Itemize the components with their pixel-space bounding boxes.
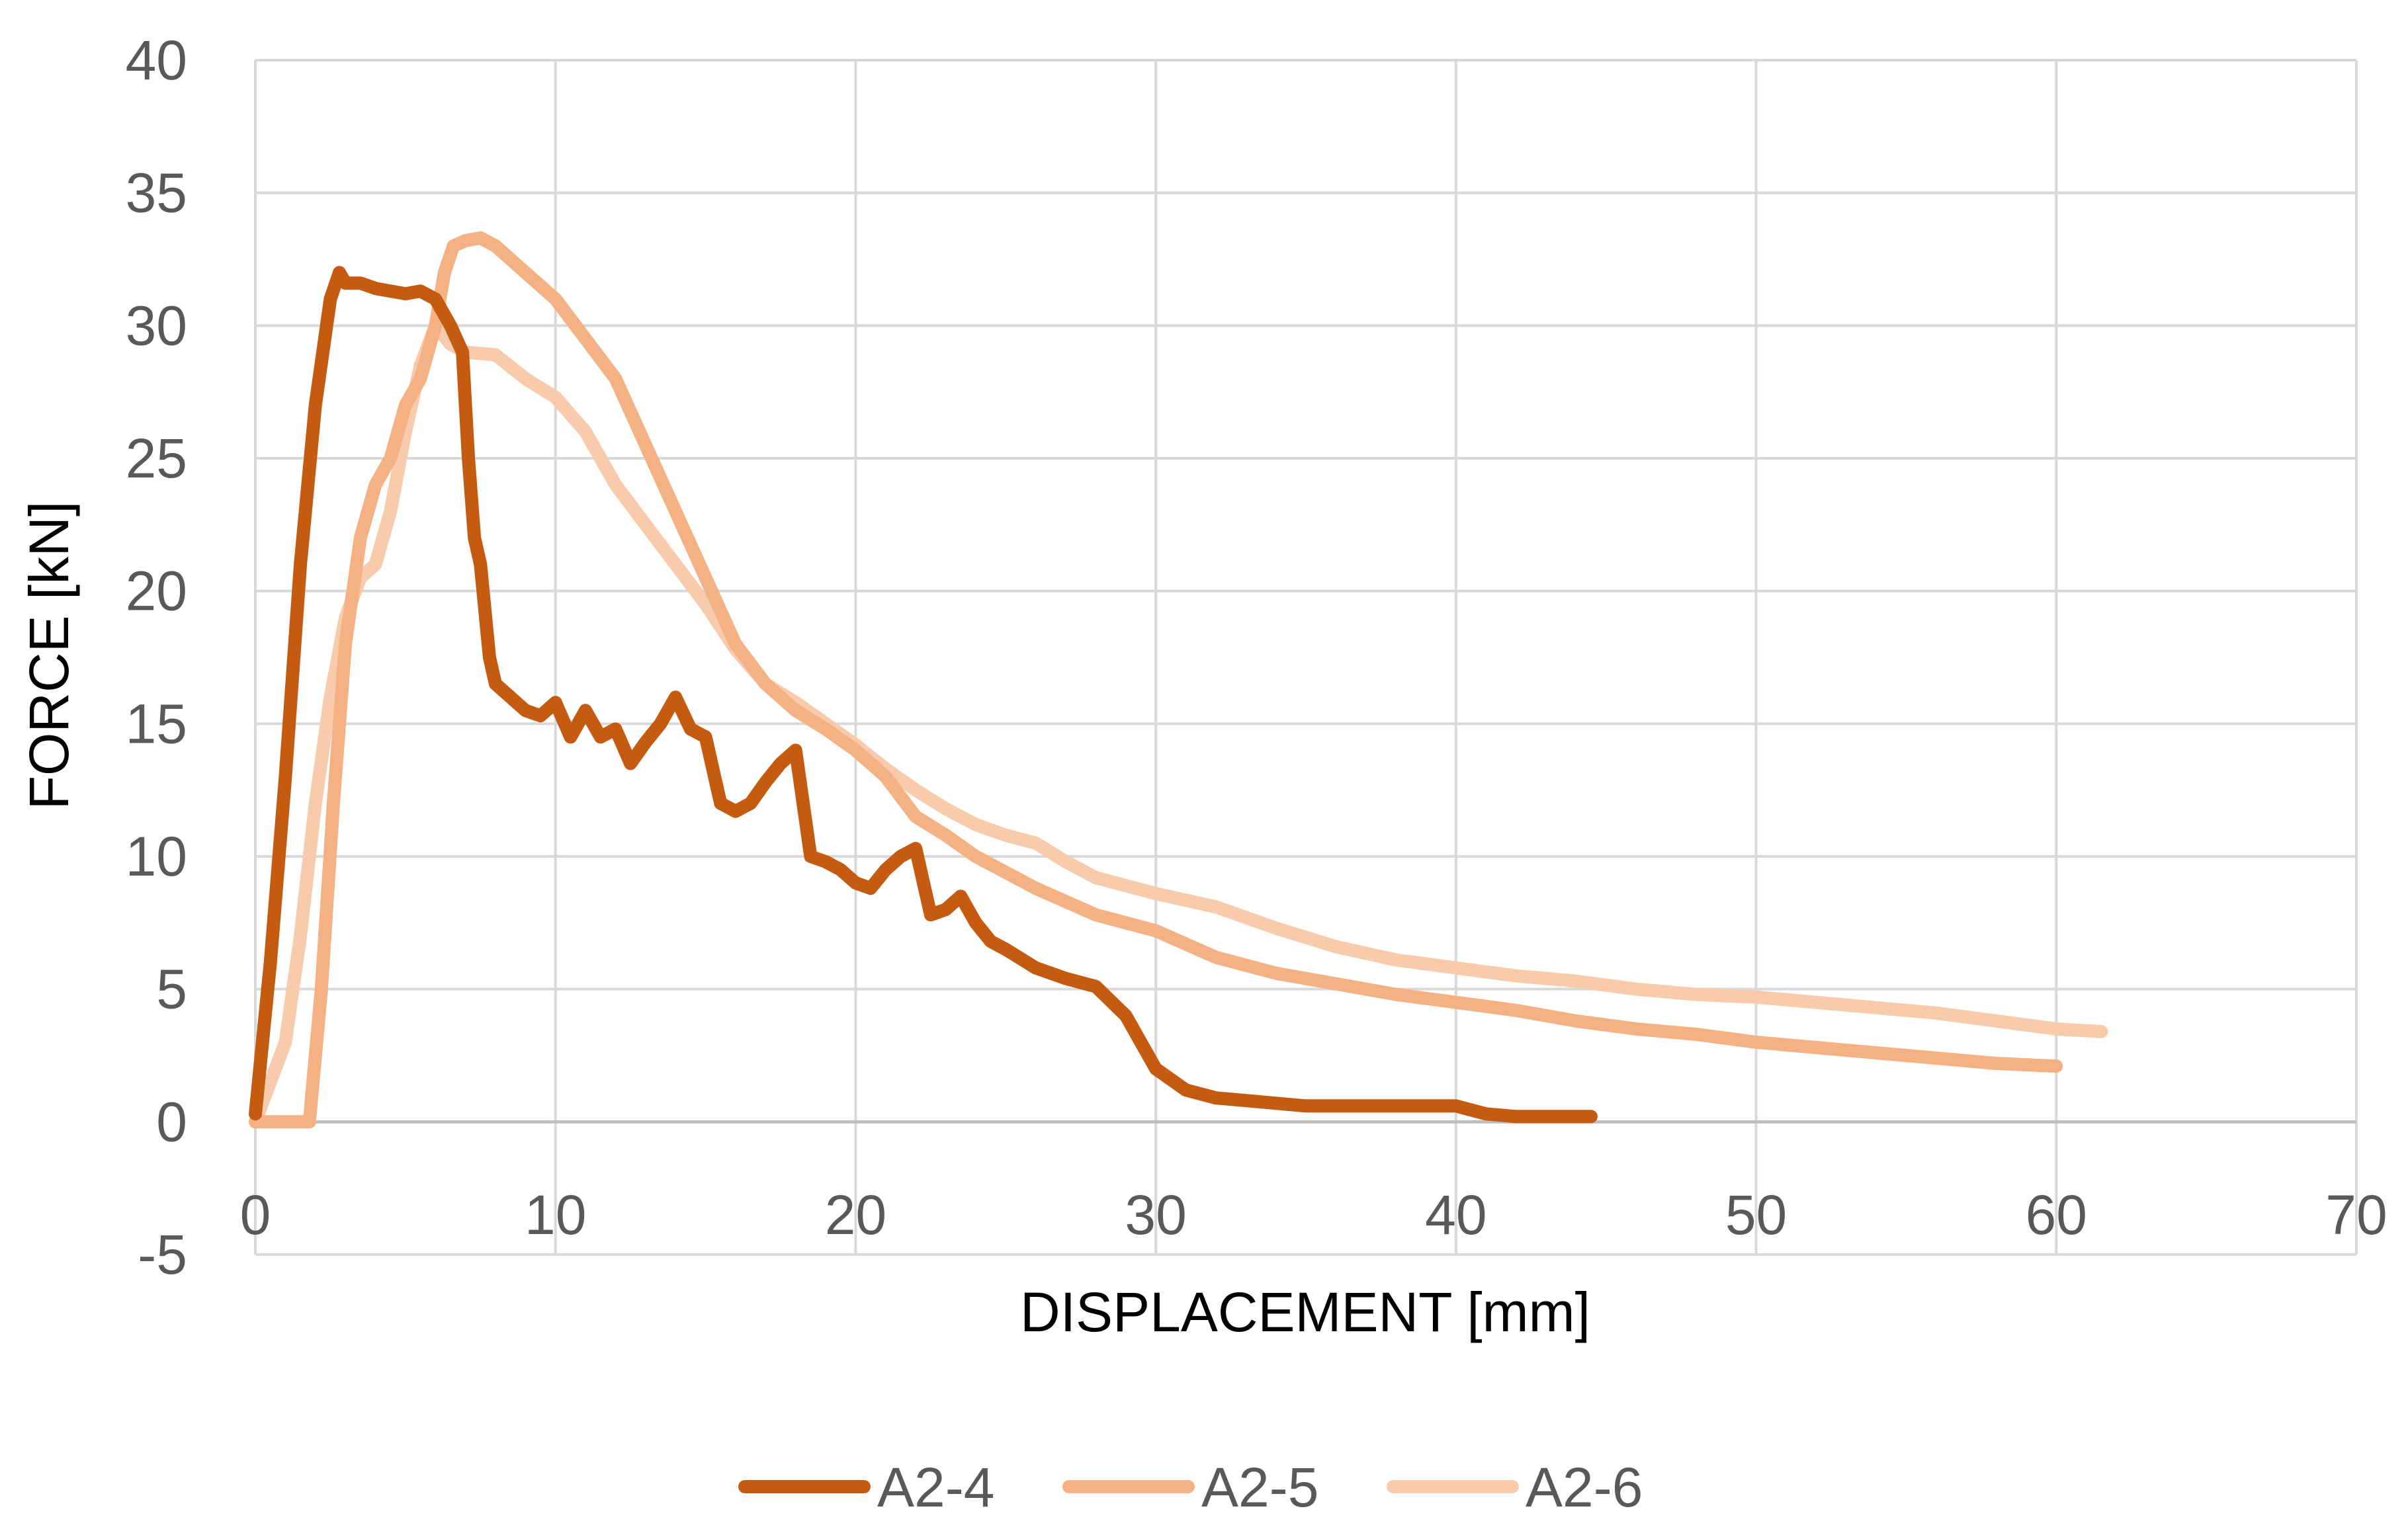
series-lines xyxy=(249,231,2108,1129)
y-tick-label: 0 xyxy=(156,1091,187,1153)
x-tick-label: 40 xyxy=(1425,1184,1486,1246)
y-tick-label: 10 xyxy=(126,825,187,888)
legend-label-a2-5: A2-5 xyxy=(1201,1456,1318,1518)
x-tick-label: 20 xyxy=(825,1184,886,1246)
x-tick-label: 30 xyxy=(1125,1184,1186,1246)
y-tick-label: 35 xyxy=(126,162,187,224)
y-tick-label: 5 xyxy=(156,958,187,1020)
x-tick-label: 60 xyxy=(2026,1184,2087,1246)
y-tick-label: 15 xyxy=(126,692,187,755)
y-tick-label: 40 xyxy=(126,29,187,91)
legend-label-a2-4: A2-4 xyxy=(877,1456,994,1518)
x-axis-title: DISPLACEMENT [mm] xyxy=(1020,1281,1590,1343)
y-axis-title: FORCE [kN] xyxy=(18,501,80,810)
legend-label-a2-6: A2-6 xyxy=(1526,1456,1643,1518)
x-tick-label: 0 xyxy=(240,1184,271,1246)
series-line-a2-5 xyxy=(249,231,2063,1129)
y-tick-label: 20 xyxy=(126,560,187,622)
y-tick-label: 30 xyxy=(126,294,187,356)
y-tick-label: -5 xyxy=(138,1223,187,1286)
x-tick-label: 70 xyxy=(2325,1184,2387,1246)
series-line-a2-4 xyxy=(249,266,1598,1124)
grid xyxy=(254,59,2358,1256)
x-tick-label: 50 xyxy=(1725,1184,1787,1246)
x-tick-label: 10 xyxy=(525,1184,586,1246)
legend: A2-4 A2-5 A2-6 xyxy=(738,1456,1643,1518)
tick-labels: -5 0 5 10 15 20 25 30 35 40 0 10 20 30 40 50 60 70 xyxy=(126,29,2387,1286)
y-tick-label: 25 xyxy=(126,427,187,489)
